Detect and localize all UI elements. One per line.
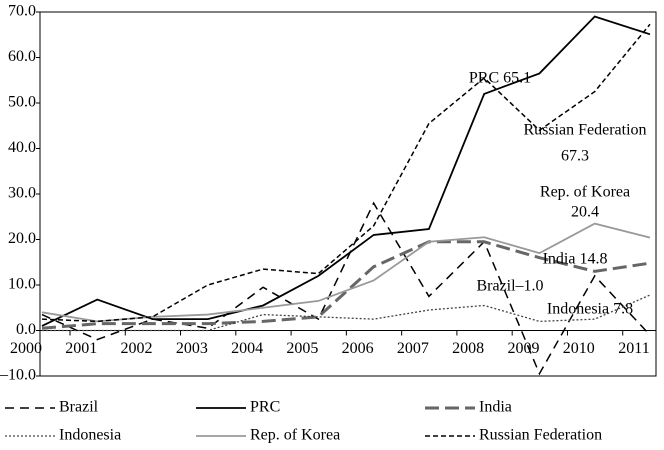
x-tick-label: 2004 (231, 340, 263, 357)
annotation: India 14.8 (543, 251, 608, 268)
legend-label: Indonesia (59, 427, 121, 444)
y-tick-label: 10.0 (8, 276, 36, 293)
y-tick-label: 70.0 (8, 3, 36, 20)
x-tick-label: 2007 (397, 340, 429, 357)
annotation: Rep. of Korea (540, 184, 630, 201)
annotation: PRC 65.1 (469, 70, 531, 87)
x-tick-label: 2003 (176, 340, 208, 357)
x-tick-label: 2011 (618, 340, 649, 357)
x-tick-label: 2010 (563, 340, 595, 357)
x-tick-label: 2009 (507, 340, 539, 357)
annotation: Russian Federation (523, 122, 646, 139)
legend-label: Rep. of Korea (250, 427, 340, 444)
series-line (42, 294, 651, 332)
legend-label: Russian Federation (479, 427, 602, 444)
annotation: 20.4 (571, 204, 599, 221)
x-tick-label: 2002 (121, 340, 153, 357)
y-tick-label: –10.0 (0, 367, 36, 384)
y-tick-label: 30.0 (8, 185, 36, 202)
annotation: Indonesia 7.8 (547, 301, 633, 318)
y-tick-label: 60.0 (8, 48, 36, 65)
series-line (41, 222, 651, 323)
annotation: 67.3 (561, 148, 589, 165)
legend-label: PRC (250, 399, 280, 416)
legend-label: India (479, 399, 512, 416)
x-tick-label: 2001 (65, 340, 97, 357)
y-tick-label: 20.0 (8, 230, 36, 247)
legend-label: Brazil (59, 399, 99, 416)
x-tick-label: 2008 (452, 340, 484, 357)
annotation: Brazil–1.0 (476, 278, 543, 295)
series-line (41, 240, 651, 330)
y-tick-label: 40.0 (8, 139, 36, 156)
x-tick-label: 2000 (10, 340, 42, 357)
x-tick-label: 2006 (342, 340, 374, 357)
series-line (41, 15, 651, 327)
y-tick-label: 0.0 (16, 321, 36, 338)
x-tick-label: 2005 (286, 340, 318, 357)
series-line (41, 23, 651, 323)
y-tick-label: 50.0 (8, 94, 36, 111)
